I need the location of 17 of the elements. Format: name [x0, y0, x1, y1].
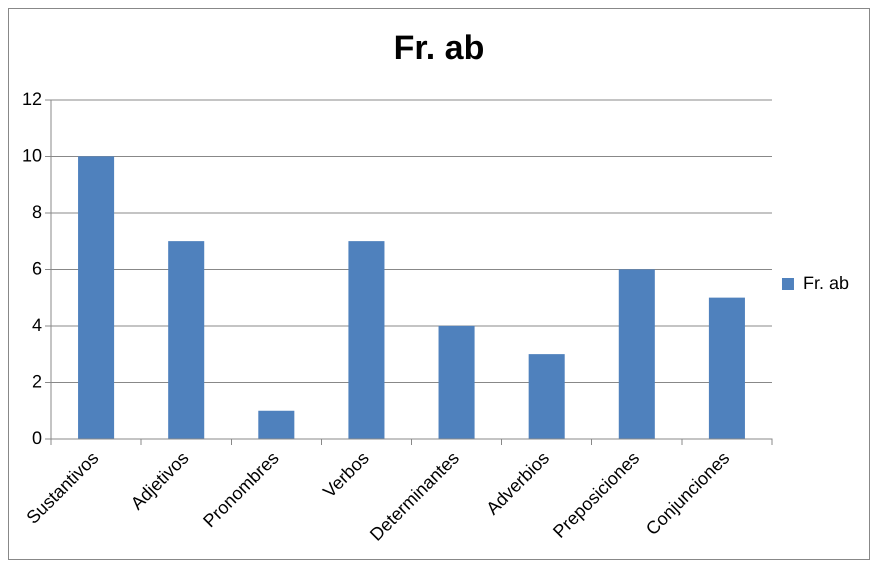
y-tick-label: 2 — [32, 371, 42, 392]
bar — [348, 241, 384, 438]
bar — [618, 269, 655, 438]
bar — [258, 410, 294, 438]
bar — [708, 298, 745, 438]
y-tick-label: 10 — [22, 145, 42, 166]
y-tick-label: 0 — [32, 428, 42, 448]
bar — [168, 241, 204, 438]
bar — [438, 326, 475, 438]
y-tick-label: 8 — [32, 202, 42, 222]
chart-title: Fr. ab — [394, 28, 484, 67]
y-tick-label: 4 — [32, 314, 42, 335]
bar — [528, 354, 565, 438]
bar — [78, 156, 114, 438]
y-tick-label: 12 — [22, 88, 42, 109]
legend-label: Fr. ab — [802, 272, 850, 293]
y-tick-label: 6 — [32, 258, 42, 278]
